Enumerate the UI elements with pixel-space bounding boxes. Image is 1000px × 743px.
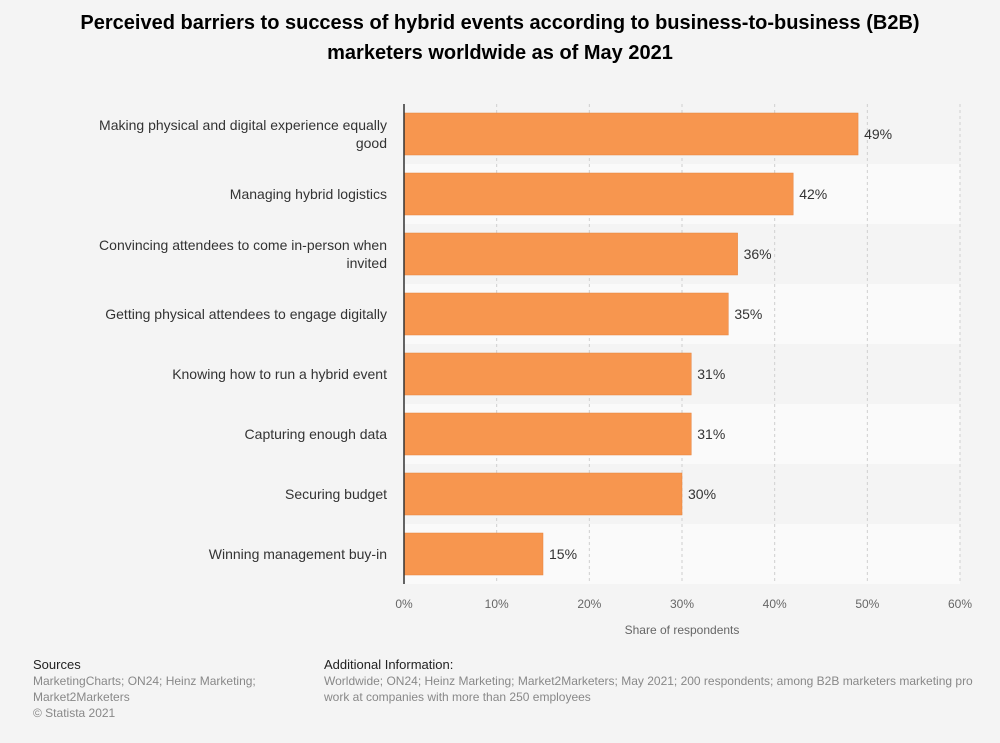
x-tick-label: 0% <box>395 597 413 611</box>
bar <box>403 412 692 456</box>
value-label: 30% <box>688 486 716 502</box>
value-label: 49% <box>864 126 892 142</box>
copyright-line: © Statista 2021 <box>33 706 116 720</box>
x-tick-label: 20% <box>577 597 601 611</box>
sources-heading: Sources <box>33 657 81 672</box>
sources-block: Sources MarketingCharts; ON24; Heinz Mar… <box>33 657 283 721</box>
category-label: Capturing enough data <box>245 426 388 442</box>
info-heading: Additional Information: <box>324 657 454 672</box>
bar <box>403 352 692 396</box>
category-label: Winning management buy-in <box>209 546 387 562</box>
value-label: 42% <box>799 186 827 202</box>
additional-info-block: Additional Information: Worldwide; ON24;… <box>324 657 1000 705</box>
value-label: 15% <box>549 546 577 562</box>
chart-title: Perceived barriers to success of hybrid … <box>80 12 920 64</box>
info-line: work at companies with more than 250 emp… <box>324 690 591 704</box>
bar <box>403 232 738 276</box>
bar <box>403 472 683 516</box>
category-label: Making physical and digital experience e… <box>99 117 387 151</box>
bar <box>403 112 859 156</box>
x-tick-label: 10% <box>485 597 509 611</box>
x-tick-label: 60% <box>948 597 972 611</box>
sources-line: Market2Marketers <box>33 690 130 704</box>
sources-line: MarketingCharts; ON24; Heinz Marketing; <box>33 674 256 688</box>
category-label: Securing budget <box>285 486 387 502</box>
bar <box>403 172 794 216</box>
x-axis-title: Share of respondents <box>625 623 740 637</box>
bar <box>403 292 729 336</box>
x-tick-label: 30% <box>670 597 694 611</box>
info-line: Worldwide; ON24; Heinz Marketing; Market… <box>324 674 973 688</box>
value-label: 31% <box>697 366 725 382</box>
value-label: 35% <box>734 306 762 322</box>
bar <box>403 532 544 576</box>
value-label: 31% <box>697 426 725 442</box>
category-label: Getting physical attendees to engage dig… <box>105 306 387 322</box>
value-label: 36% <box>744 246 772 262</box>
category-label: Managing hybrid logistics <box>230 186 387 202</box>
x-tick-label: 50% <box>855 597 879 611</box>
category-label: Knowing how to run a hybrid event <box>172 366 387 382</box>
x-tick-label: 40% <box>763 597 787 611</box>
category-label: Convincing attendees to come in-person w… <box>99 237 387 271</box>
bar-chart: 49% Making physical and digital experienc… <box>99 104 972 637</box>
